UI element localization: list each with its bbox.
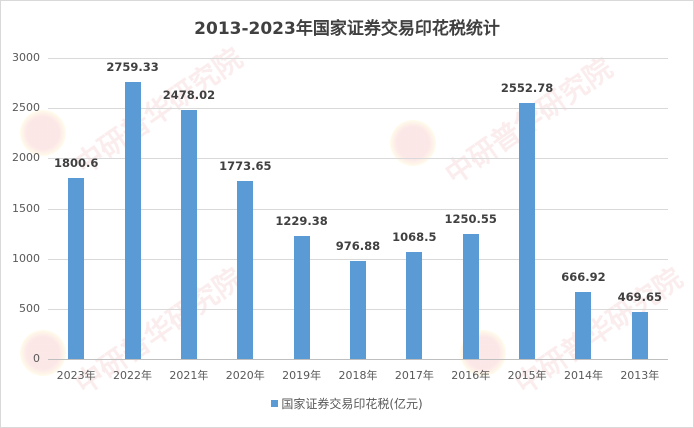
gridline <box>48 259 668 260</box>
x-axis-tick-label: 2013年 <box>620 369 660 382</box>
bar <box>68 178 85 359</box>
bar <box>293 235 310 359</box>
bar <box>406 251 423 359</box>
x-axis-tick-label: 2018年 <box>338 369 378 382</box>
gridline <box>48 158 668 159</box>
bar <box>575 292 592 359</box>
gridline <box>48 108 668 109</box>
y-axis-tick-label: 500 <box>19 302 40 315</box>
x-axis-tick-label: 2023年 <box>56 369 96 382</box>
y-axis-tick-label: 1500 <box>12 202 40 215</box>
watermark-logo-icon <box>390 120 436 166</box>
legend-swatch-icon <box>271 400 279 407</box>
x-axis-tick-label: 2022年 <box>113 369 153 382</box>
gridline <box>48 359 668 360</box>
data-label: 1229.38 <box>275 213 328 228</box>
y-axis-tick-label: 3000 <box>12 51 40 64</box>
chart-title: 2013-2023年国家证券交易印花税统计 <box>194 19 500 39</box>
x-axis-tick-label: 2021年 <box>169 369 209 382</box>
watermark-logo-icon <box>20 110 66 156</box>
x-axis-tick-label: 2015年 <box>507 369 547 382</box>
legend: 国家证券交易印花税(亿元) <box>0 395 694 412</box>
bar <box>180 110 197 359</box>
y-axis-tick-label: 0 <box>33 352 40 365</box>
bar <box>519 102 536 359</box>
data-label: 666.92 <box>561 270 606 285</box>
gridline <box>48 58 668 59</box>
data-label: 2478.02 <box>162 88 216 103</box>
data-label: 1800.6 <box>53 156 99 171</box>
legend-label: 国家证券交易印花税(亿元) <box>281 397 423 411</box>
bar <box>631 311 648 359</box>
bar <box>462 233 479 359</box>
x-axis-tick-label: 2017年 <box>394 369 434 382</box>
data-label: 2759.33 <box>106 60 159 75</box>
y-axis-tick-label: 1000 <box>12 252 40 265</box>
bar <box>124 82 141 359</box>
data-label: 469.65 <box>617 289 662 304</box>
x-axis-tick-label: 2019年 <box>282 369 322 382</box>
x-axis-tick-label: 2020年 <box>225 369 265 382</box>
data-label: 1250.55 <box>444 211 497 226</box>
data-label: 1068.5 <box>392 229 437 244</box>
y-axis-tick-label: 2500 <box>12 101 40 114</box>
bar <box>237 181 254 359</box>
x-axis-tick-label: 2014年 <box>563 369 603 382</box>
data-label: 2552.78 <box>500 80 554 95</box>
y-axis-tick-label: 2000 <box>12 151 40 164</box>
data-label: 1773.65 <box>219 159 272 174</box>
x-axis-tick-label: 2016年 <box>451 369 491 382</box>
gridline <box>48 209 668 210</box>
bar <box>350 260 366 359</box>
data-label: 976.88 <box>335 238 381 253</box>
